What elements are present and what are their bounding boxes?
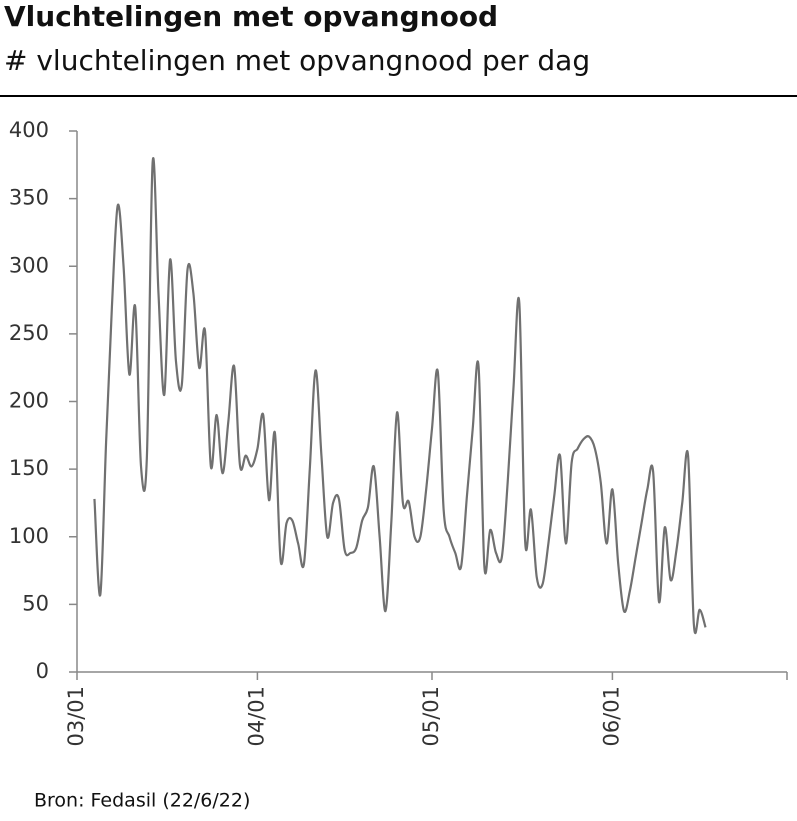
y-tick-label: 150 bbox=[9, 456, 49, 480]
x-tick-label: 03/01 bbox=[64, 686, 88, 747]
y-tick-label: 200 bbox=[9, 389, 49, 413]
x-tick-label: 05/01 bbox=[419, 686, 443, 747]
y-tick-label: 400 bbox=[9, 118, 49, 142]
y-tick-label: 50 bbox=[22, 591, 49, 615]
y-tick-label: 250 bbox=[9, 321, 49, 345]
source: Bron: Fedasil (22/6/22) bbox=[34, 790, 250, 812]
y-tick-label: 350 bbox=[9, 186, 49, 210]
line-series bbox=[93, 157, 707, 635]
x-tick-label: 06/01 bbox=[599, 686, 623, 747]
chart-title: Vluchtelingen met opvangnood bbox=[4, 0, 498, 33]
y-tick-label: 100 bbox=[9, 524, 49, 548]
x-tick-label: 04/01 bbox=[244, 686, 268, 747]
y-tick-label: 0 bbox=[36, 659, 49, 683]
chart-subtitle: # vluchtelingen met opvangnood per dag bbox=[4, 44, 590, 77]
y-tick-label: 300 bbox=[9, 253, 49, 277]
